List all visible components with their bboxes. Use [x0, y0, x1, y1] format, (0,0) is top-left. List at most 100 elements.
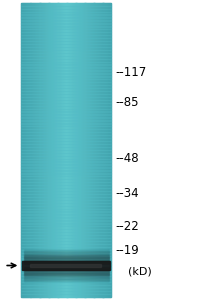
Bar [73, 3, 74, 297]
Bar [21, 91, 111, 94]
Bar [21, 3, 23, 297]
Bar [24, 251, 109, 252]
Bar [53, 3, 54, 297]
Bar [21, 156, 111, 159]
Bar [24, 252, 109, 253]
Bar [68, 3, 70, 297]
Bar [21, 173, 111, 176]
Bar [24, 267, 109, 268]
Bar [82, 3, 83, 297]
Bar [21, 17, 111, 21]
Bar [24, 3, 25, 297]
Bar [21, 282, 111, 285]
Bar [21, 58, 111, 62]
Bar [21, 288, 111, 291]
Bar [55, 3, 56, 297]
Bar [35, 3, 36, 297]
Bar [21, 241, 111, 244]
Bar [99, 3, 100, 297]
Bar [24, 272, 109, 273]
Bar [21, 267, 111, 271]
Bar [21, 179, 111, 182]
Bar [49, 3, 51, 297]
Bar [21, 200, 111, 203]
Bar [21, 79, 111, 82]
Bar [85, 3, 87, 297]
Bar [21, 32, 111, 35]
Bar [72, 3, 73, 297]
Bar [24, 277, 109, 278]
Bar [24, 261, 109, 262]
Bar [29, 3, 31, 297]
Bar [21, 35, 111, 38]
Bar [80, 3, 81, 297]
Bar [21, 53, 111, 56]
Bar [77, 3, 79, 297]
Bar [24, 255, 109, 256]
Bar [66, 3, 68, 297]
Bar [24, 268, 109, 269]
Bar [70, 3, 71, 297]
Bar [25, 3, 26, 297]
Bar [67, 3, 69, 297]
Bar [21, 129, 111, 132]
Bar [21, 217, 111, 220]
Bar [93, 3, 95, 297]
Bar [64, 3, 65, 297]
Bar [24, 261, 109, 262]
Bar [24, 267, 109, 268]
Bar [107, 3, 108, 297]
Bar [21, 206, 111, 209]
Bar [21, 147, 111, 150]
Bar [98, 3, 99, 297]
Bar [24, 280, 109, 281]
Bar [24, 259, 109, 260]
Bar [24, 262, 109, 263]
Bar [24, 268, 109, 269]
Bar [21, 264, 111, 268]
Bar [40, 3, 42, 297]
Bar [24, 264, 109, 265]
Bar [83, 3, 85, 297]
Bar [21, 44, 111, 47]
Bar [101, 3, 103, 297]
Bar [21, 185, 111, 188]
Bar [21, 41, 111, 44]
Bar [24, 249, 109, 250]
Bar [21, 191, 111, 194]
Bar [24, 276, 109, 277]
Bar [24, 279, 109, 280]
Bar [21, 23, 111, 26]
Bar [21, 273, 111, 276]
Bar [24, 266, 109, 267]
Bar [24, 280, 109, 281]
Bar [21, 106, 111, 109]
Bar [24, 251, 109, 252]
Bar [24, 269, 109, 270]
Bar [24, 253, 109, 254]
Bar [21, 94, 111, 97]
Bar [21, 120, 111, 124]
Bar [84, 3, 86, 297]
Bar [21, 285, 111, 288]
Bar [21, 135, 111, 138]
Bar [24, 269, 109, 270]
Bar [21, 138, 111, 141]
Bar [24, 255, 109, 256]
Bar [100, 3, 101, 297]
Bar [57, 3, 59, 297]
Bar [21, 261, 111, 265]
Bar [21, 167, 111, 171]
Bar [33, 3, 34, 297]
Bar [21, 194, 111, 197]
Bar [24, 256, 109, 257]
Bar [21, 144, 111, 147]
Bar [21, 176, 111, 179]
Text: --48: --48 [116, 152, 139, 166]
Bar [24, 259, 109, 260]
Bar [61, 3, 62, 297]
Bar [89, 3, 90, 297]
Bar [21, 279, 111, 282]
Bar [36, 3, 37, 297]
Bar [30, 264, 101, 267]
